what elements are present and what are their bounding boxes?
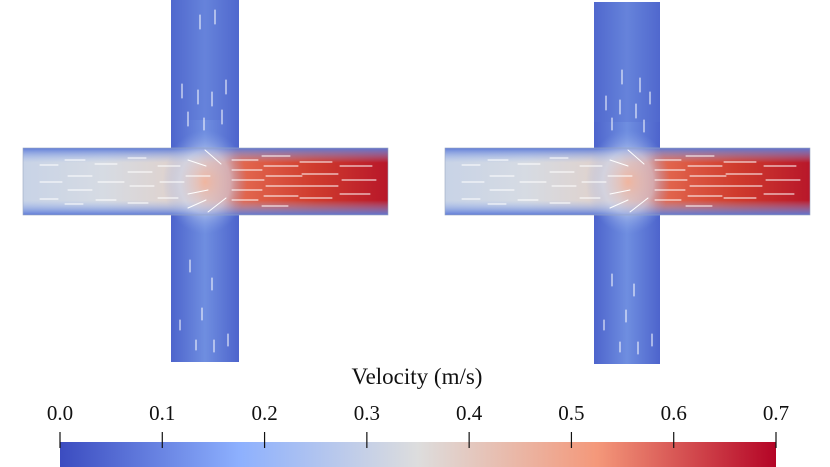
colorbar-tick-label: 0.1 (149, 401, 175, 425)
vertical-branch-top-shade (594, 2, 660, 122)
colorbar: Velocity (m/s) 0.0 0.1 0.2 0.3 0.4 0.5 0.6 0.7 (47, 364, 789, 467)
flow-panel-left (22, 0, 389, 362)
junction-zone (586, 130, 670, 234)
vertical-branch-top-shade (171, 0, 239, 120)
colorbar-title: Velocity (m/s) (352, 364, 483, 389)
colorbar-tick-label: 0.6 (661, 401, 687, 425)
pipe-outline (444, 147, 811, 216)
colorbar-tick-label: 0.3 (354, 401, 380, 425)
colorbar-ticks: 0.0 0.1 0.2 0.3 0.4 0.5 0.6 0.7 (47, 401, 789, 448)
junction-zone (163, 130, 247, 234)
colorbar-tick-label: 0.7 (763, 401, 789, 425)
velocity-vectors (39, 9, 377, 353)
flow-panel-right (444, 2, 811, 364)
pipe-outline (22, 147, 389, 216)
colorbar-tick-label: 0.4 (456, 401, 483, 425)
colorbar-tick-label: 0.0 (47, 401, 73, 425)
velocity-vectors (461, 69, 801, 355)
colorbar-gradient (60, 442, 776, 467)
colorbar-tick-label: 0.2 (251, 401, 277, 425)
colorbar-tick-label: 0.5 (558, 401, 584, 425)
